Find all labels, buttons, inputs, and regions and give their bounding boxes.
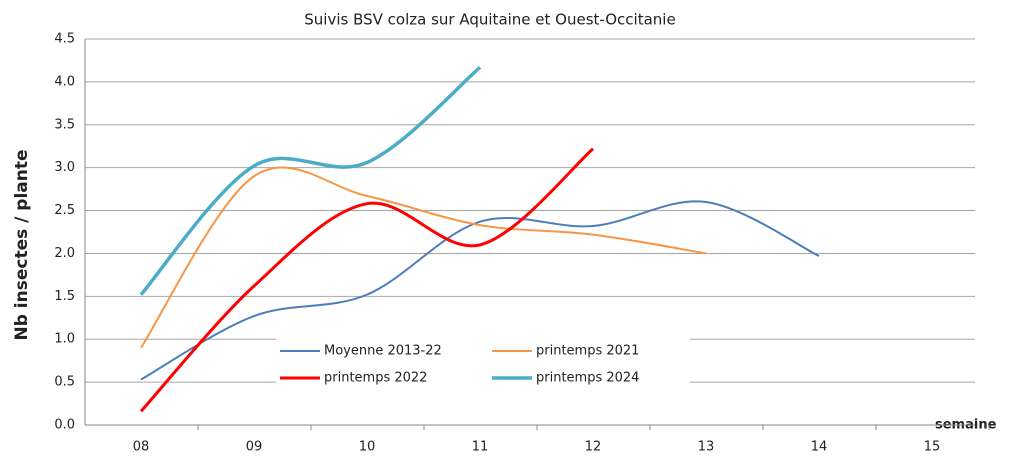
x-tick-label: 14 <box>811 440 828 455</box>
legend: Moyenne 2013-22 printemps 2021 printemps 2… <box>276 334 690 392</box>
y-tick-label: 0.5 <box>54 375 75 390</box>
x-tick-label: 11 <box>472 440 489 455</box>
series-line <box>139 65 482 296</box>
y-tick-label: 1.5 <box>54 289 75 304</box>
x-tick-label: 12 <box>585 440 602 455</box>
series-line <box>140 166 707 349</box>
x-tick-label: 09 <box>246 440 263 455</box>
legend-box <box>276 334 690 392</box>
x-tick-label: 15 <box>924 440 941 455</box>
y-tick-label: 0.0 <box>54 418 75 433</box>
y-tick-label: 3.5 <box>54 117 75 132</box>
y-tick-label: 4.5 <box>54 32 75 47</box>
x-tick-label: 10 <box>359 440 376 455</box>
y-axis-label: Nb insectes / plante <box>12 149 32 340</box>
series-line <box>139 147 594 413</box>
chart-title: Suivis BSV colza sur Aquitaine et Ouest-… <box>304 11 675 29</box>
y-tick-label: 4.0 <box>54 74 75 89</box>
y-tick-label: 1.0 <box>54 332 75 347</box>
legend-label: printemps 2022 <box>324 371 427 386</box>
y-tick-label: 2.5 <box>54 203 75 218</box>
x-tick-label: 13 <box>698 440 715 455</box>
legend-label: Moyenne 2013-22 <box>324 344 442 359</box>
series-line <box>140 200 820 381</box>
y-tick-label: 3.0 <box>54 160 75 175</box>
legend-label: printemps 2024 <box>536 371 639 386</box>
legend-label: printemps 2021 <box>536 344 639 359</box>
y-tick-label: 2.0 <box>54 246 75 261</box>
x-tick-label: 08 <box>133 440 150 455</box>
